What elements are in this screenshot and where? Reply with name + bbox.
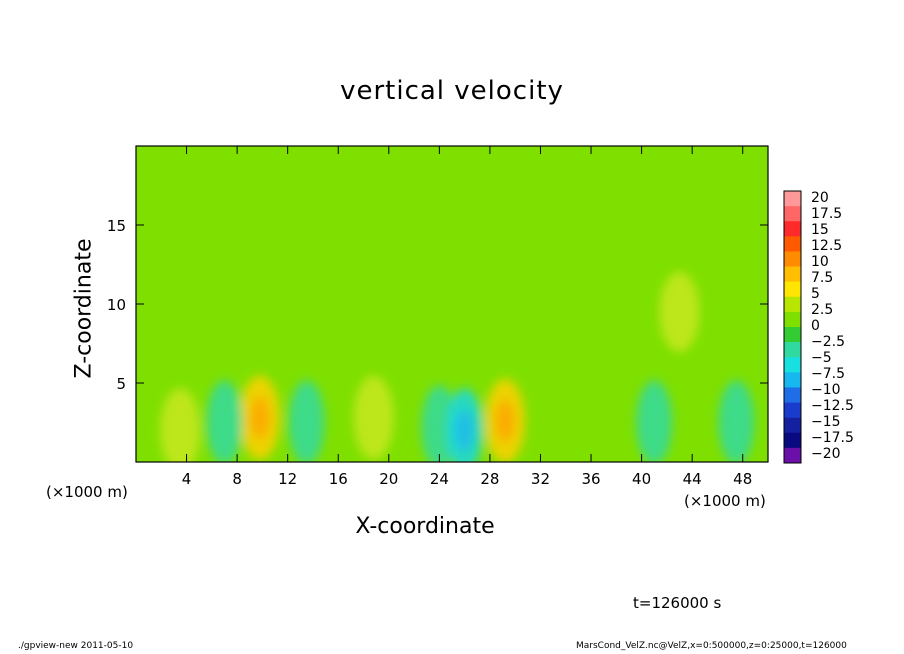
- colorbar: 2017.51512.5107.552.50−2.5−5−7.5−10−12.5…: [783, 190, 854, 464]
- x-tick-label: 20: [379, 470, 398, 488]
- colorbar-label: 7.5: [811, 270, 833, 286]
- colorbar-label: 17.5: [811, 206, 842, 222]
- x-tick-label: 4: [182, 470, 192, 488]
- colorbar-label: −10: [811, 382, 841, 398]
- x-tick-label: 48: [733, 470, 752, 488]
- x-tick-label: 8: [232, 470, 242, 488]
- x-tick-label: 12: [278, 470, 297, 488]
- colorbar-label: −20: [811, 446, 841, 462]
- colorbar-label: −5: [811, 350, 832, 366]
- field-feature-7: [288, 380, 325, 462]
- field-feature-6: [206, 380, 243, 462]
- colorbar-swatch: [784, 191, 801, 207]
- field-core-1: [249, 396, 270, 439]
- colorbar-swatch: [784, 402, 801, 418]
- colorbar-swatch: [784, 221, 801, 237]
- colorbar-label: 12.5: [811, 238, 842, 254]
- field-feature-5: [659, 271, 700, 352]
- y-axis-label: Z-coordinate: [71, 238, 97, 379]
- colorbar-swatch: [784, 387, 801, 403]
- colorbar-frame: [783, 190, 802, 464]
- y-axis-ticks: 5 10 15: [107, 217, 768, 393]
- colorbar-swatch: [784, 206, 801, 222]
- x-axis-label: X-coordinate: [355, 514, 495, 539]
- field-core-3: [495, 399, 516, 442]
- colorbar-swatch: [784, 281, 801, 298]
- colorbar-label: 2.5: [811, 302, 833, 318]
- x-unit-label-right: (×1000 m): [684, 492, 766, 510]
- time-annotation: t=126000 s: [633, 594, 722, 612]
- x-tick-label: 24: [430, 470, 449, 488]
- colorbar-label: 5: [811, 286, 820, 302]
- colorbar-label: 20: [811, 190, 829, 206]
- footer-left: ./gpview-new 2011-05-10: [18, 641, 134, 651]
- colorbar-swatch: [784, 357, 801, 373]
- colorbar-label: −12.5: [811, 398, 854, 414]
- colorbar-swatch: [784, 342, 801, 358]
- field-core-9: [455, 409, 474, 452]
- colorbar-label: −2.5: [811, 334, 845, 350]
- velocity-field: [160, 271, 755, 462]
- x-tick-label: 44: [683, 470, 702, 488]
- colorbar-swatch: [784, 311, 801, 328]
- colorbar-swatch: [784, 447, 801, 464]
- x-unit-label-left: (×1000 m): [46, 483, 128, 501]
- field-feature-2: [353, 375, 394, 460]
- x-tick-label: 36: [581, 470, 600, 488]
- x-tick-label: 32: [531, 470, 550, 488]
- y-tick-label: 5: [116, 375, 126, 393]
- y-tick-label: 15: [107, 217, 126, 235]
- colorbar-swatch: [784, 417, 801, 434]
- field-feature-4: [160, 388, 201, 462]
- colorbar-swatch: [784, 327, 801, 343]
- colorbar-swatch: [784, 266, 801, 282]
- field-feature-10: [636, 380, 673, 462]
- colorbar-swatch: [784, 372, 801, 388]
- colorbar-label: 0: [811, 318, 820, 334]
- colorbar-label: 15: [811, 222, 829, 238]
- colorbar-label: −17.5: [811, 430, 854, 446]
- colorbar-swatch: [784, 296, 801, 313]
- chart-title: vertical velocity: [340, 76, 564, 106]
- x-tick-label: 16: [329, 470, 348, 488]
- colorbar-label: 10: [811, 254, 829, 270]
- colorbar-label: −15: [811, 414, 841, 430]
- footer-right: MarsCond_VelZ.nc@VelZ,x=0:500000,z=0:250…: [576, 641, 847, 651]
- x-tick-label: 28: [480, 470, 499, 488]
- colorbar-swatch: [784, 432, 801, 449]
- x-tick-label: 40: [632, 470, 651, 488]
- colorbar-swatch: [784, 236, 801, 252]
- x-axis-ticks: 4 8 12 16 20 24 28 32 36 40 44 48: [182, 146, 752, 488]
- field-feature-11: [718, 380, 755, 462]
- colorbar-label: −7.5: [811, 366, 845, 382]
- colorbar-swatch: [784, 251, 801, 267]
- y-tick-label: 10: [107, 296, 126, 314]
